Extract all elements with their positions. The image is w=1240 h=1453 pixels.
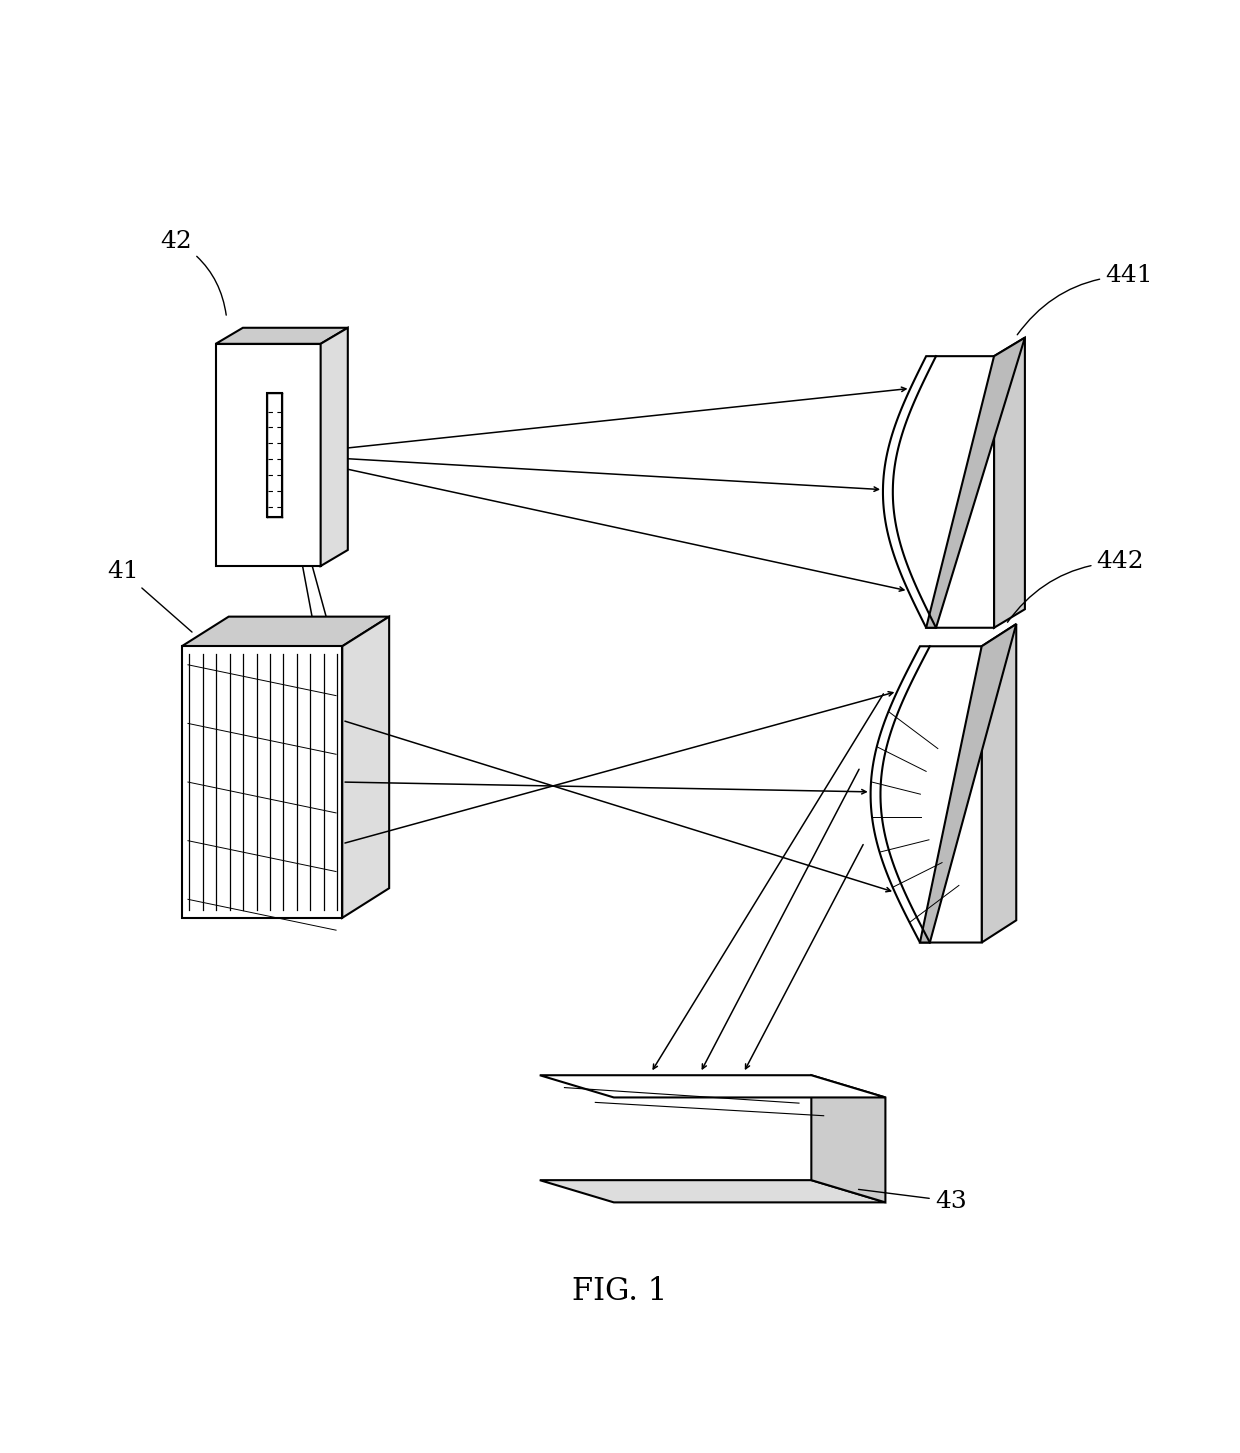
Polygon shape bbox=[539, 1180, 885, 1203]
Polygon shape bbox=[182, 647, 342, 918]
Polygon shape bbox=[811, 1075, 885, 1203]
Text: 43: 43 bbox=[858, 1190, 966, 1213]
Text: 41: 41 bbox=[108, 561, 192, 632]
Polygon shape bbox=[216, 344, 321, 567]
Polygon shape bbox=[182, 616, 389, 647]
Polygon shape bbox=[920, 623, 1017, 943]
Polygon shape bbox=[883, 356, 994, 628]
Text: 441: 441 bbox=[1017, 264, 1153, 334]
Polygon shape bbox=[267, 394, 281, 517]
Polygon shape bbox=[982, 623, 1017, 943]
Polygon shape bbox=[342, 616, 389, 918]
Polygon shape bbox=[994, 337, 1025, 628]
Polygon shape bbox=[870, 647, 982, 943]
Polygon shape bbox=[216, 328, 347, 344]
Polygon shape bbox=[321, 328, 347, 567]
Polygon shape bbox=[926, 337, 1025, 628]
Text: FIG. 1: FIG. 1 bbox=[573, 1276, 667, 1308]
Text: 42: 42 bbox=[160, 230, 226, 315]
Text: 442: 442 bbox=[1007, 551, 1145, 622]
Polygon shape bbox=[539, 1075, 885, 1097]
